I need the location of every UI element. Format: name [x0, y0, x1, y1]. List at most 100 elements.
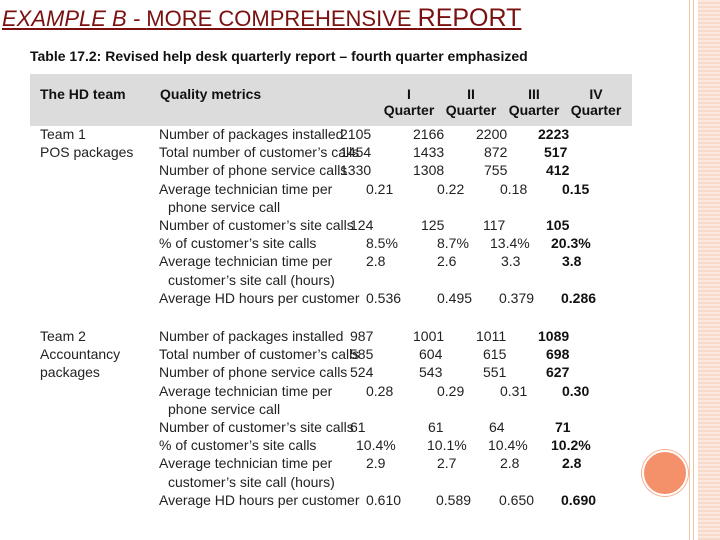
value-quarter-4: 517: [544, 144, 568, 161]
table-caption: Table 17.2: Revised help desk quarterly …: [30, 48, 528, 64]
value-quarter-4: 698: [546, 346, 570, 363]
value-quarter-3: 2.8: [500, 455, 520, 472]
table-row: Total number of customer’s calls 585 604 61…: [30, 346, 632, 364]
value-quarter-3: 10.4%: [488, 437, 528, 454]
metric-label: Average technician time per: [159, 382, 333, 399]
decorative-line: [693, 0, 694, 540]
value-quarter-4: 10.2%: [551, 437, 591, 454]
value-quarter-1: 124: [350, 217, 374, 233]
value-quarter-2: 10.1%: [427, 437, 467, 454]
metric-label: Number of phone service calls: [159, 162, 348, 179]
table-row: Average HD hours per customer 0.610 0.589 0…: [30, 492, 632, 510]
value-quarter-3: 0.379: [499, 289, 535, 306]
value-quarter-3: 64: [489, 419, 505, 435]
value-quarter-3: 0.31: [500, 382, 528, 399]
value-quarter-4: 1089: [538, 328, 570, 344]
team-name-line: Team 2: [40, 328, 86, 344]
table-row: Number of phone service calls 1330 1308 755…: [30, 162, 632, 180]
value-quarter-4: 2223: [538, 126, 570, 142]
value-quarter-1: 1330: [340, 162, 372, 179]
value-quarter-3: 0.18: [500, 180, 528, 197]
table-row: Average HD hours per customer 0.536 0.495 0…: [30, 290, 632, 308]
header-team: The HD team: [40, 86, 126, 102]
quarter-number: III: [528, 86, 540, 102]
table-row: Number of customer’s site calls 124 125 117…: [30, 217, 632, 235]
value-quarter-1: 2.9: [366, 455, 386, 472]
team-name-line: Team 1: [40, 126, 86, 142]
team-name-line: POS packages: [40, 144, 134, 161]
value-quarter-2: 0.495: [437, 289, 473, 306]
quarter-number: II: [467, 86, 475, 102]
metric-label: phone service call: [168, 400, 281, 417]
slide-title: EXAMPLE B - MORE COMPREHENSIVE REPORT: [2, 4, 521, 33]
metric-label: Average technician time per: [159, 455, 333, 472]
metric-label: % of customer’s site calls: [159, 437, 317, 454]
table-row: % of customer’s site calls 10.4% 10.1% 10.4…: [30, 437, 632, 455]
metric-label: Number of packages installed: [159, 328, 344, 344]
value-quarter-1: 2.8: [366, 253, 386, 270]
header-quarter: I Quarter: [379, 86, 439, 118]
metric-label: Number of packages installed: [159, 126, 344, 142]
metric-label: Average HD hours per customer: [159, 289, 360, 306]
value-quarter-3: 0.650: [499, 491, 535, 508]
quarter-label: Quarter: [508, 102, 560, 118]
metric-label: customer’s site call (hours): [168, 473, 335, 490]
metric-label: Total number of customer’s calls: [159, 346, 360, 363]
metric-label: Average technician time per: [159, 253, 333, 270]
quarter-label: Quarter: [383, 102, 435, 118]
value-quarter-1: 1454: [340, 144, 372, 161]
value-quarter-2: 0.29: [437, 382, 465, 399]
table-row: % of customer’s site calls 8.5% 8.7% 13.4% 2…: [30, 235, 632, 253]
quarter-label: Quarter: [570, 102, 622, 118]
slide-title-part1: EXAMPLE B -: [2, 6, 147, 31]
value-quarter-4: 0.30: [562, 382, 590, 399]
value-quarter-2: 604: [419, 346, 443, 363]
value-quarter-4: 0.286: [561, 289, 597, 306]
value-quarter-4: 3.8: [562, 253, 582, 270]
table-row: Number of customer’s site calls 61 61 64 71: [30, 419, 632, 437]
value-quarter-3: 3.3: [501, 253, 521, 270]
metric-label: phone service call: [168, 198, 281, 215]
table-header: The HD team Quality metrics I Quarter II Q…: [30, 74, 632, 126]
value-quarter-3: 551: [483, 364, 507, 381]
table-row: Number of packages installed 987 1001 1011 1…: [30, 328, 632, 346]
metric-label: Number of customer’s site calls: [159, 217, 354, 233]
value-quarter-4: 2.8: [562, 455, 582, 472]
value-quarter-3: 615: [483, 346, 507, 363]
value-quarter-3: 2200: [476, 126, 508, 142]
metric-label: Average HD hours per customer: [159, 491, 360, 508]
value-quarter-3: 872: [484, 144, 508, 161]
table-row: Average technician time per phone service…: [30, 382, 632, 417]
value-quarter-2: 543: [419, 364, 443, 381]
value-quarter-2: 2.7: [437, 455, 457, 472]
quarter-number: I: [407, 86, 411, 102]
value-quarter-4: 105: [546, 217, 570, 233]
value-quarter-2: 8.7%: [437, 235, 469, 252]
header-quarter: IV Quarter: [566, 86, 626, 118]
decorative-line: [689, 0, 690, 540]
table-row: Average technician time per customer’s si…: [30, 253, 632, 287]
value-quarter-1: 0.536: [366, 289, 402, 306]
decorative-border: [698, 0, 720, 540]
value-quarter-2: 125: [421, 217, 445, 233]
quarter-number: IV: [589, 86, 603, 102]
value-quarter-1: 0.610: [366, 491, 402, 508]
quarter-label: Quarter: [445, 102, 497, 118]
decorative-circle: [642, 450, 688, 496]
value-quarter-1: 0.28: [366, 382, 394, 399]
metric-label: Number of customer’s site calls: [159, 419, 354, 435]
value-quarter-4: 0.690: [561, 491, 597, 508]
value-quarter-4: 627: [546, 364, 570, 381]
value-quarter-4: 0.15: [562, 180, 590, 197]
team-name-line: Accountancy: [40, 346, 121, 363]
value-quarter-3: 117: [483, 217, 506, 233]
table-row: Total number of customer’s calls 1454 1433…: [30, 144, 632, 162]
value-quarter-4: 412: [546, 162, 570, 179]
value-quarter-2: 1433: [413, 144, 445, 161]
value-quarter-1: 8.5%: [366, 235, 398, 252]
header-quarter: II Quarter: [441, 86, 501, 118]
value-quarter-3: 755: [484, 162, 508, 179]
value-quarter-2: 0.22: [437, 180, 465, 197]
slide-title-part3: REPORT: [417, 4, 522, 32]
report-table: The HD team Quality metrics I Quarter II Q…: [30, 74, 632, 508]
